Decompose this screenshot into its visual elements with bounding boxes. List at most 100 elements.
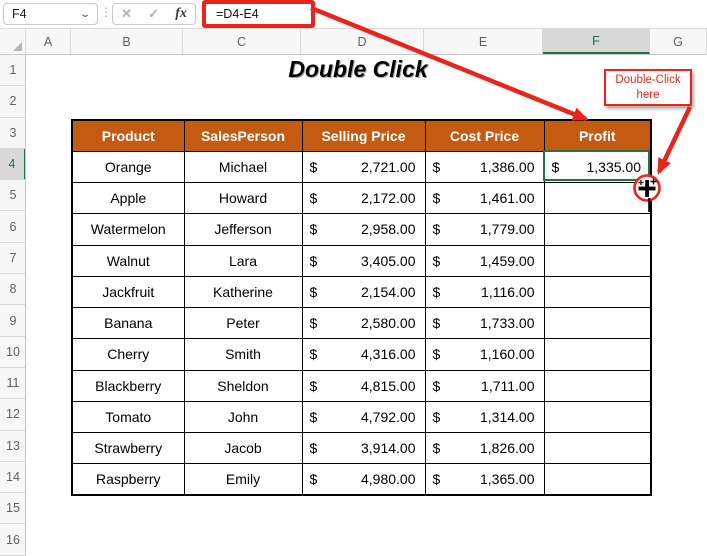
cell-profit[interactable]: [543, 244, 652, 277]
amount-value: 1,733.00: [480, 315, 535, 332]
cell-salesperson[interactable]: Michael: [183, 150, 303, 184]
column-header-C[interactable]: C: [183, 29, 301, 54]
cell-salesperson[interactable]: Jacob: [183, 431, 303, 465]
cell-selling-price[interactable]: $4,815.00: [301, 369, 426, 402]
header-salesperson[interactable]: SalesPerson: [183, 119, 303, 152]
row-header-15[interactable]: 15: [0, 493, 25, 525]
row-header-10[interactable]: 10: [0, 337, 25, 368]
cell-product[interactable]: Tomato: [71, 400, 185, 434]
row-header-9[interactable]: 9: [0, 305, 25, 337]
row-header-2[interactable]: 2: [0, 86, 25, 118]
formula-buttons: ✕ ✓ fx: [112, 3, 196, 25]
column-header-D[interactable]: D: [301, 29, 424, 54]
column-header-B[interactable]: B: [71, 29, 183, 54]
cell-selling-price[interactable]: $4,316.00: [301, 338, 426, 371]
cell-product[interactable]: Strawberry: [71, 431, 185, 465]
row-header-11[interactable]: 11: [0, 368, 25, 400]
header-product[interactable]: Product: [71, 119, 185, 152]
row-header-6[interactable]: 6: [0, 211, 25, 243]
column-header-A[interactable]: A: [26, 29, 71, 54]
header-selling-price[interactable]: Selling Price: [301, 119, 426, 152]
row-header-7[interactable]: 7: [0, 243, 25, 275]
cell-cost-price[interactable]: $1,779.00: [424, 213, 545, 246]
row-header-1[interactable]: 1: [0, 55, 25, 87]
insert-function-icon[interactable]: fx: [175, 6, 187, 21]
cell-salesperson[interactable]: Howard: [183, 181, 303, 215]
row-header-4[interactable]: 4: [0, 148, 25, 181]
row-header-13[interactable]: 13: [0, 431, 25, 462]
cell-cost-price[interactable]: $1,365.00: [424, 463, 545, 496]
cell-selling-price[interactable]: $3,914.00: [301, 431, 426, 465]
cell-salesperson[interactable]: Emily: [183, 463, 303, 496]
cell-product[interactable]: Banana: [71, 306, 185, 340]
cell-salesperson[interactable]: Smith: [183, 338, 303, 371]
cell-selling-price[interactable]: $2,958.00: [301, 213, 426, 246]
name-box[interactable]: F4 ⌄: [3, 3, 98, 25]
cell-cost-price[interactable]: $1,459.00: [424, 244, 545, 277]
cell-salesperson[interactable]: Lara: [183, 244, 303, 277]
cell-selling-price[interactable]: $3,405.00: [301, 244, 426, 277]
cell-product[interactable]: Apple: [71, 181, 185, 215]
cell-salesperson[interactable]: Peter: [183, 306, 303, 340]
name-box-value: F4: [12, 7, 27, 21]
cell-cost-price[interactable]: $1,711.00: [424, 369, 545, 402]
cell-product[interactable]: Blackberry: [71, 369, 185, 402]
cell-product[interactable]: Raspberry: [71, 463, 185, 496]
column-header-E[interactable]: E: [424, 29, 543, 54]
cell-cost-price[interactable]: $1,314.00: [424, 400, 545, 434]
cell-selling-price[interactable]: $4,792.00: [301, 400, 426, 434]
column-header-G[interactable]: G: [650, 29, 707, 54]
cell-selling-price[interactable]: $2,172.00: [301, 181, 426, 215]
cell-profit[interactable]: [543, 306, 652, 340]
cell-profit[interactable]: [543, 400, 652, 434]
cell-profit[interactable]: [543, 369, 652, 402]
select-all-corner[interactable]: [0, 29, 26, 54]
cell-product[interactable]: Orange: [71, 150, 185, 184]
cell-cost-price[interactable]: $1,461.00: [424, 181, 545, 215]
cell-salesperson[interactable]: Sheldon: [183, 369, 303, 402]
chevron-down-icon[interactable]: ⌄: [78, 8, 91, 20]
cell-cost-price[interactable]: $1,386.00: [424, 150, 545, 184]
currency-symbol: $: [432, 190, 441, 207]
cell-product[interactable]: Walnut: [71, 244, 185, 277]
header-profit[interactable]: Profit: [543, 119, 652, 152]
header-cost-price[interactable]: Cost Price: [424, 119, 545, 152]
fill-handle[interactable]: [644, 175, 651, 182]
cell-cost-price[interactable]: $1,160.00: [424, 338, 545, 371]
row-header-5[interactable]: 5: [0, 180, 25, 212]
cell-salesperson[interactable]: Katherine: [183, 275, 303, 309]
cell-profit[interactable]: [543, 338, 652, 371]
cell-cost-price[interactable]: $1,826.00: [424, 431, 545, 465]
enter-icon[interactable]: ✓: [148, 6, 160, 21]
cell-cost-price[interactable]: $1,733.00: [424, 306, 545, 340]
cell-selling-price[interactable]: $2,154.00: [301, 275, 426, 309]
cell-cost-price[interactable]: $1,116.00: [424, 275, 545, 309]
column-header-F[interactable]: F: [543, 29, 650, 54]
cell-selling-price[interactable]: $4,980.00: [301, 463, 426, 496]
cell-profit[interactable]: [543, 463, 652, 496]
cell-product[interactable]: Cherry: [71, 338, 185, 371]
selected-cell-border[interactable]: [543, 150, 651, 182]
row-header-8[interactable]: 8: [0, 274, 25, 306]
row-header-3[interactable]: 3: [0, 118, 25, 149]
cell-profit[interactable]: [543, 213, 652, 246]
cell-salesperson[interactable]: John: [183, 400, 303, 434]
row-header-12[interactable]: 12: [0, 399, 25, 431]
amount-value: 1,160.00: [480, 346, 535, 363]
cell-profit[interactable]: [543, 181, 652, 215]
cancel-icon[interactable]: ✕: [121, 6, 132, 21]
amount-value: 4,316.00: [361, 346, 416, 363]
cell-product[interactable]: Watermelon: [71, 213, 185, 246]
row-header-16[interactable]: 16: [0, 524, 25, 556]
cell-selling-price[interactable]: $2,721.00: [301, 150, 426, 184]
cell-profit[interactable]: [543, 275, 652, 309]
formula-input[interactable]: =D4-E4: [216, 7, 259, 21]
cell-salesperson[interactable]: Jefferson: [183, 213, 303, 246]
currency-symbol: $: [432, 346, 441, 363]
cell-product[interactable]: Jackfruit: [71, 275, 185, 309]
table-row: Blackberry Sheldon $4,815.00 $1,711.00: [71, 369, 652, 402]
cell-profit[interactable]: [543, 431, 652, 465]
drag-handle-icon[interactable]: ⋮: [100, 5, 112, 19]
cell-selling-price[interactable]: $2,580.00: [301, 306, 426, 340]
row-header-14[interactable]: 14: [0, 462, 25, 494]
